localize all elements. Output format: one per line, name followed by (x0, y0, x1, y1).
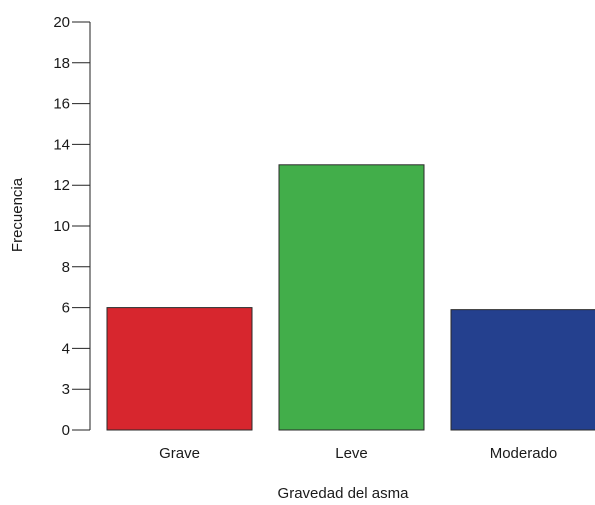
y-tick-label: 4 (62, 340, 70, 357)
x-tick-label: Leve (335, 445, 368, 462)
y-tick-label: 16 (53, 96, 70, 113)
bar-moderado (450, 309, 595, 431)
bars (106, 164, 595, 431)
y-ticks: 0 3 4 6 8 10 12 14 16 18 20 (53, 14, 90, 439)
y-tick-label: 18 (53, 55, 70, 72)
y-tick-label: 8 (62, 259, 70, 276)
y-tick-label: 3 (62, 381, 70, 398)
y-tick-label: 14 (53, 136, 70, 153)
x-axis-title: Gravedad del asma (278, 485, 410, 502)
y-axis-title: Frecuencia (9, 177, 26, 252)
x-tick-labels: Grave Leve Moderado (159, 445, 557, 462)
y-tick-label: 10 (53, 218, 70, 235)
bar-grave (106, 307, 253, 431)
y-tick-label: 12 (53, 177, 70, 194)
y-tick-label: 0 (62, 422, 70, 439)
x-tick-label: Grave (159, 445, 200, 462)
x-tick-label: Moderado (490, 445, 558, 462)
y-tick-label: 6 (62, 300, 70, 317)
y-tick-label: 20 (53, 14, 70, 31)
bar-leve (278, 164, 425, 431)
